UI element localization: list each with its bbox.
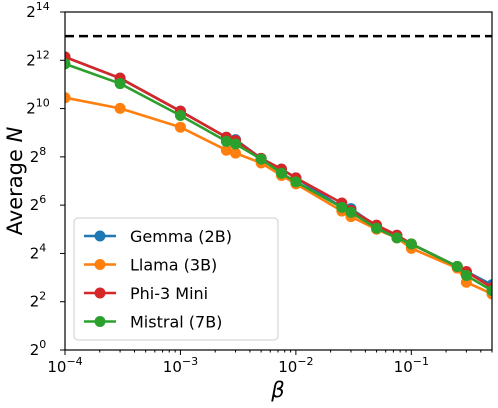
data-point <box>345 206 357 218</box>
y-tick-label: 214 <box>26 0 50 21</box>
y-tick-label: 28 <box>30 145 47 166</box>
data-point <box>336 201 348 213</box>
series-line <box>65 96 492 296</box>
plot-frame <box>64 11 493 351</box>
data-point <box>275 167 287 179</box>
data-point <box>460 269 472 281</box>
x-axis-label: β <box>270 378 284 402</box>
legend-label: Mistral (7B) <box>130 313 222 332</box>
legend-item: Llama (3B) <box>84 256 217 275</box>
legend-box <box>73 217 279 341</box>
series-3 <box>65 58 492 297</box>
y-tick-label: 22 <box>30 290 47 311</box>
data-point <box>405 238 417 250</box>
data-point <box>174 121 186 133</box>
legend: Gemma (2B) Llama (3B) Phi-3 Mini Mistral (7… <box>73 217 279 341</box>
legend-marker <box>94 259 106 270</box>
x-tick-label: 10−1 <box>394 355 429 376</box>
legend-marker <box>94 287 106 299</box>
legend-item: Gemma (2B) <box>84 227 232 246</box>
data-point <box>255 153 267 165</box>
data-point <box>290 176 302 188</box>
y-tick-label: 210 <box>26 97 50 118</box>
data-point <box>174 109 186 121</box>
data-point <box>486 285 492 297</box>
y-tick-label: 212 <box>26 48 50 69</box>
legend-item: Phi-3 Mini <box>84 284 208 303</box>
plot-area <box>65 34 492 300</box>
data-point <box>451 260 463 272</box>
data-point <box>114 102 126 114</box>
legend-label: Llama (3B) <box>130 256 217 275</box>
axis-ticks: 10−4 10−3 10−2 10−1 20 22 24 26 28 210 212 214 <box>26 0 493 376</box>
x-tick-label: 10−4 <box>47 355 82 376</box>
legend-item: Mistral (7B) <box>84 313 222 332</box>
data-point <box>371 222 383 234</box>
x-tick-label: 10−2 <box>278 355 313 376</box>
legend-marker <box>94 316 106 327</box>
series-line <box>65 62 492 292</box>
data-point <box>65 92 71 104</box>
y-tick-label: 26 <box>30 193 47 214</box>
data-point <box>65 58 71 70</box>
y-axis-label: Average N <box>3 126 27 235</box>
data-point <box>230 138 242 150</box>
data-point <box>230 147 242 159</box>
legend-marker <box>94 230 106 242</box>
data-point <box>220 144 232 156</box>
legend-label: Phi-3 Mini <box>130 284 208 303</box>
data-point <box>114 78 126 90</box>
y-tick-label: 20 <box>30 338 47 359</box>
legend-label: Gemma (2B) <box>130 227 232 246</box>
x-tick-label: 10−3 <box>163 355 198 376</box>
y-tick-label: 24 <box>30 241 47 262</box>
data-point <box>220 135 232 147</box>
data-point <box>391 232 403 244</box>
